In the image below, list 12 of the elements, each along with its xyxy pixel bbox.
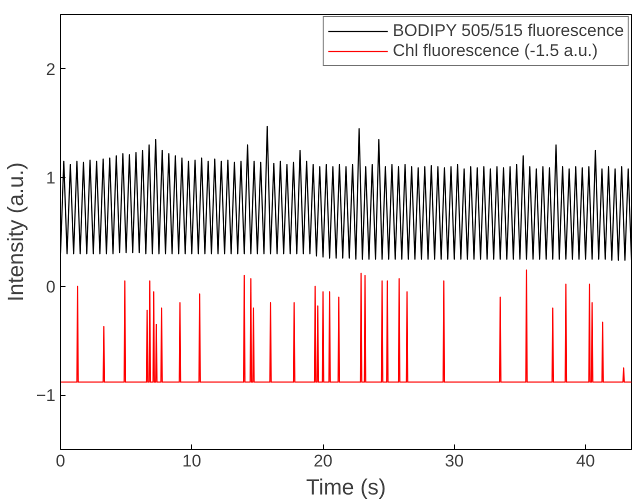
y-axis-title: Intensity (a.u.) bbox=[3, 162, 28, 302]
legend-label: BODIPY 505/515 fluorescence bbox=[392, 21, 624, 41]
x-tick-label: 30 bbox=[444, 452, 464, 470]
y-tick-label: 2 bbox=[46, 60, 56, 79]
y-tick-label: −1 bbox=[36, 386, 56, 406]
x-tick-label: 40 bbox=[576, 452, 596, 470]
y-tick-label: 0 bbox=[46, 277, 56, 296]
x-tick-label: 10 bbox=[182, 452, 202, 470]
x-tick-label: 20 bbox=[314, 452, 332, 470]
legend-label: Chl fluorescence (-1.5 a.u.) bbox=[392, 41, 598, 61]
x-axis-title: Time (s) bbox=[306, 474, 386, 500]
y-tick-label: 1 bbox=[46, 168, 56, 188]
